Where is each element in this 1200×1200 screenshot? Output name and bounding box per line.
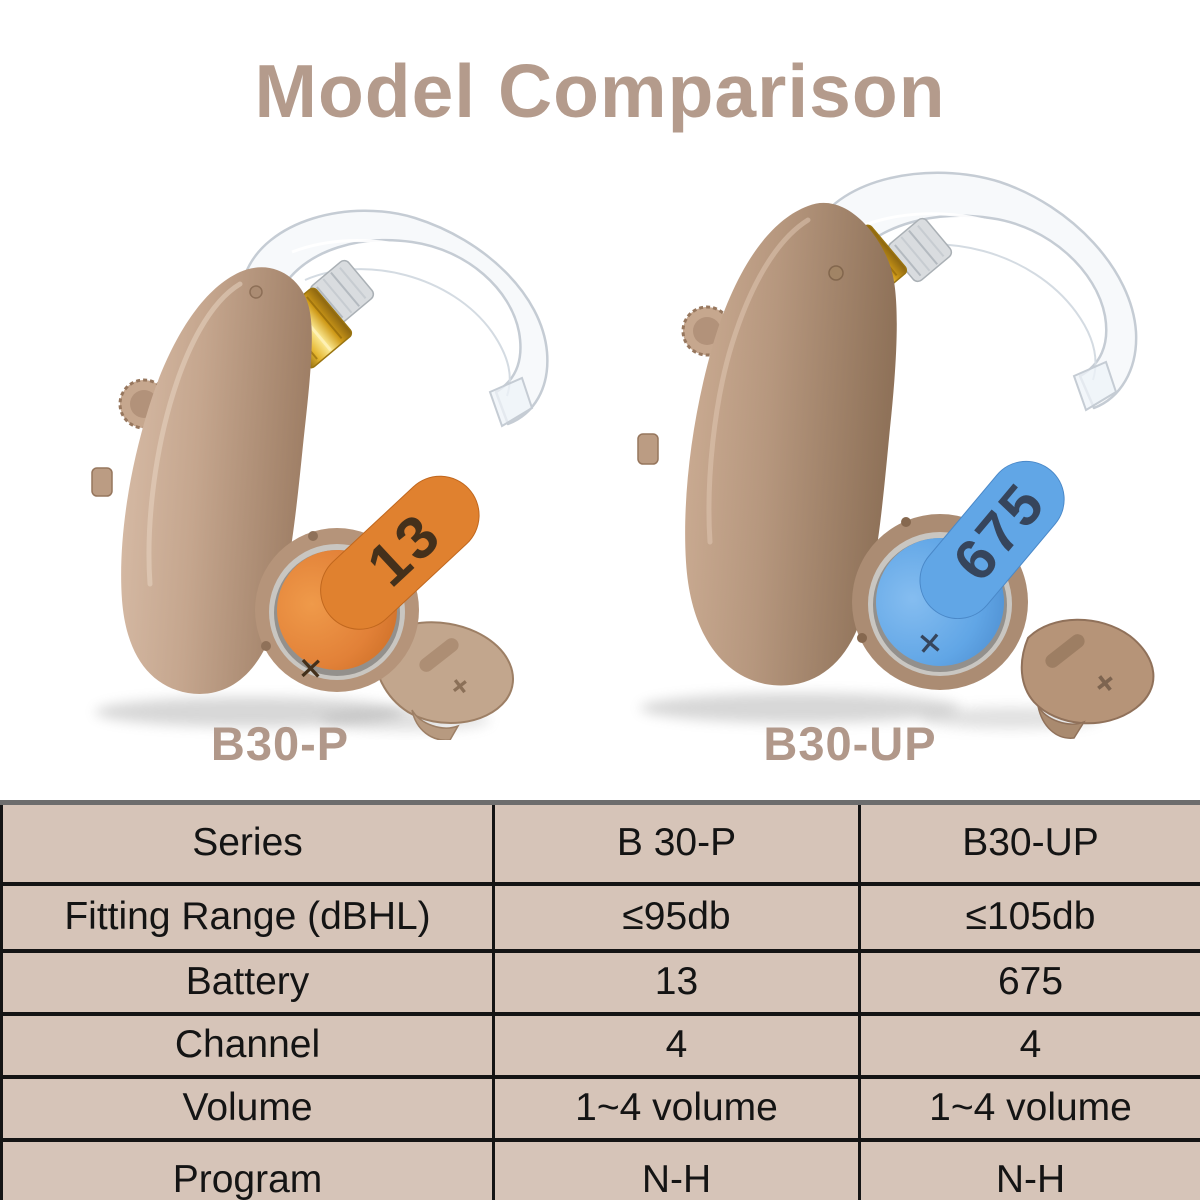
row-label-cell: Series <box>0 800 495 886</box>
b30up-value-cell: B30-UP <box>858 800 1200 886</box>
table-row: Channel 4 4 <box>0 1011 1200 1079</box>
body-button <box>828 265 844 281</box>
b30p-value-cell: 13 <box>492 948 861 1016</box>
row-label-cell: Volume <box>0 1074 495 1142</box>
row-label-cell: Battery <box>0 948 495 1016</box>
ear-hook <box>813 171 1138 412</box>
b30up-value-cell: 4 <box>858 1011 1200 1079</box>
side-switch <box>91 467 113 497</box>
hook-tip <box>488 376 534 428</box>
table-row: Series B 30-P B30-UP <box>0 800 1200 886</box>
hook-tip <box>1072 360 1118 412</box>
b30p-value-cell: 4 <box>492 1011 861 1079</box>
b30p-value-cell: ≤95db <box>492 881 861 953</box>
table-row: Fitting Range (dBHL) ≤95db ≤105db <box>0 881 1200 953</box>
hearing-aid-b30p-image: + 13 + <box>91 209 549 740</box>
page-title: Model Comparison <box>254 49 946 133</box>
row-label-cell: Program <box>0 1137 495 1200</box>
b30p-value-cell: 1~4 volume <box>492 1074 861 1142</box>
table-row: Battery 13 675 <box>0 948 1200 1016</box>
body-button <box>249 285 263 299</box>
side-switch <box>637 433 659 465</box>
b30up-value-cell: N-H <box>858 1137 1200 1200</box>
ear-hook <box>243 209 549 428</box>
comparison-table: Series B 30-P B30-UP Fitting Range (dBHL… <box>0 800 1200 1200</box>
battery-module: + 13 + <box>255 475 514 740</box>
b30up-value-cell: ≤105db <box>858 881 1200 953</box>
product-b30p-label: B30-P <box>210 717 350 770</box>
row-label-cell: Channel <box>0 1011 495 1079</box>
b30up-value-cell: 1~4 volume <box>858 1074 1200 1142</box>
product-shadow <box>640 693 960 723</box>
table-row: Volume 1~4 volume 1~4 volume <box>0 1074 1200 1142</box>
battery-door <box>1020 618 1155 725</box>
product-b30up-label: B30-UP <box>763 717 937 770</box>
row-label-cell: Fitting Range (dBHL) <box>0 881 495 953</box>
hearing-aid-b30up-image: + 675 + <box>637 171 1155 739</box>
battery-module: + 675 + <box>852 460 1155 739</box>
device-body <box>685 202 897 686</box>
b30p-value-cell: B 30-P <box>492 800 861 886</box>
b30p-value-cell: N-H <box>492 1137 861 1200</box>
b30up-value-cell: 675 <box>858 948 1200 1016</box>
table-row: Program N-H N-H <box>0 1137 1200 1200</box>
